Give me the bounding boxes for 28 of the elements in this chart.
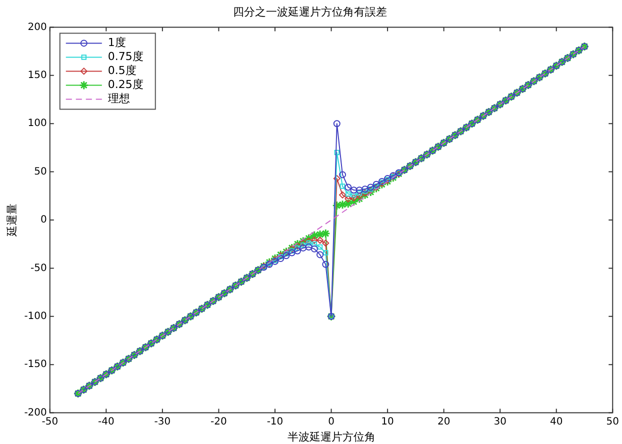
y-tick-label: -50 bbox=[30, 262, 47, 274]
x-tick-label: 20 bbox=[437, 416, 450, 428]
legend-label: 0.5度 bbox=[108, 64, 136, 78]
chart-title: 四分之一波延遲片方位角有誤差 bbox=[233, 5, 387, 18]
y-axis-title: 延遲量 bbox=[5, 204, 18, 238]
x-tick-label: -10 bbox=[266, 416, 284, 428]
y-tick-label: 150 bbox=[28, 70, 47, 81]
x-tick-label: -20 bbox=[210, 416, 227, 428]
x-tick-label: 30 bbox=[494, 416, 506, 428]
legend-label: 0.25度 bbox=[108, 78, 144, 92]
y-tick-label: 50 bbox=[34, 166, 47, 178]
x-tick-label: 50 bbox=[606, 416, 620, 428]
x-tick-label: -30 bbox=[154, 416, 171, 428]
legend-label: 1度 bbox=[108, 36, 126, 50]
y-tick-label: 0 bbox=[40, 214, 47, 226]
x-tick-label: -50 bbox=[42, 416, 58, 428]
x-tick-label: -40 bbox=[98, 416, 114, 428]
y-tick-label: 100 bbox=[28, 118, 47, 130]
y-tick-label: 200 bbox=[28, 22, 47, 33]
legend-label: 理想 bbox=[108, 92, 130, 106]
legend-label: 0.75度 bbox=[108, 50, 144, 64]
y-tick-label: -150 bbox=[24, 359, 47, 370]
x-tick-label: 0 bbox=[328, 416, 334, 428]
y-tick-label: -200 bbox=[24, 407, 47, 418]
y-tick-label: -100 bbox=[24, 310, 47, 322]
x-tick-label: 10 bbox=[381, 416, 394, 428]
x-axis-title: 半波延遲片方位角 bbox=[287, 430, 376, 444]
x-tick-label: 40 bbox=[550, 416, 563, 428]
